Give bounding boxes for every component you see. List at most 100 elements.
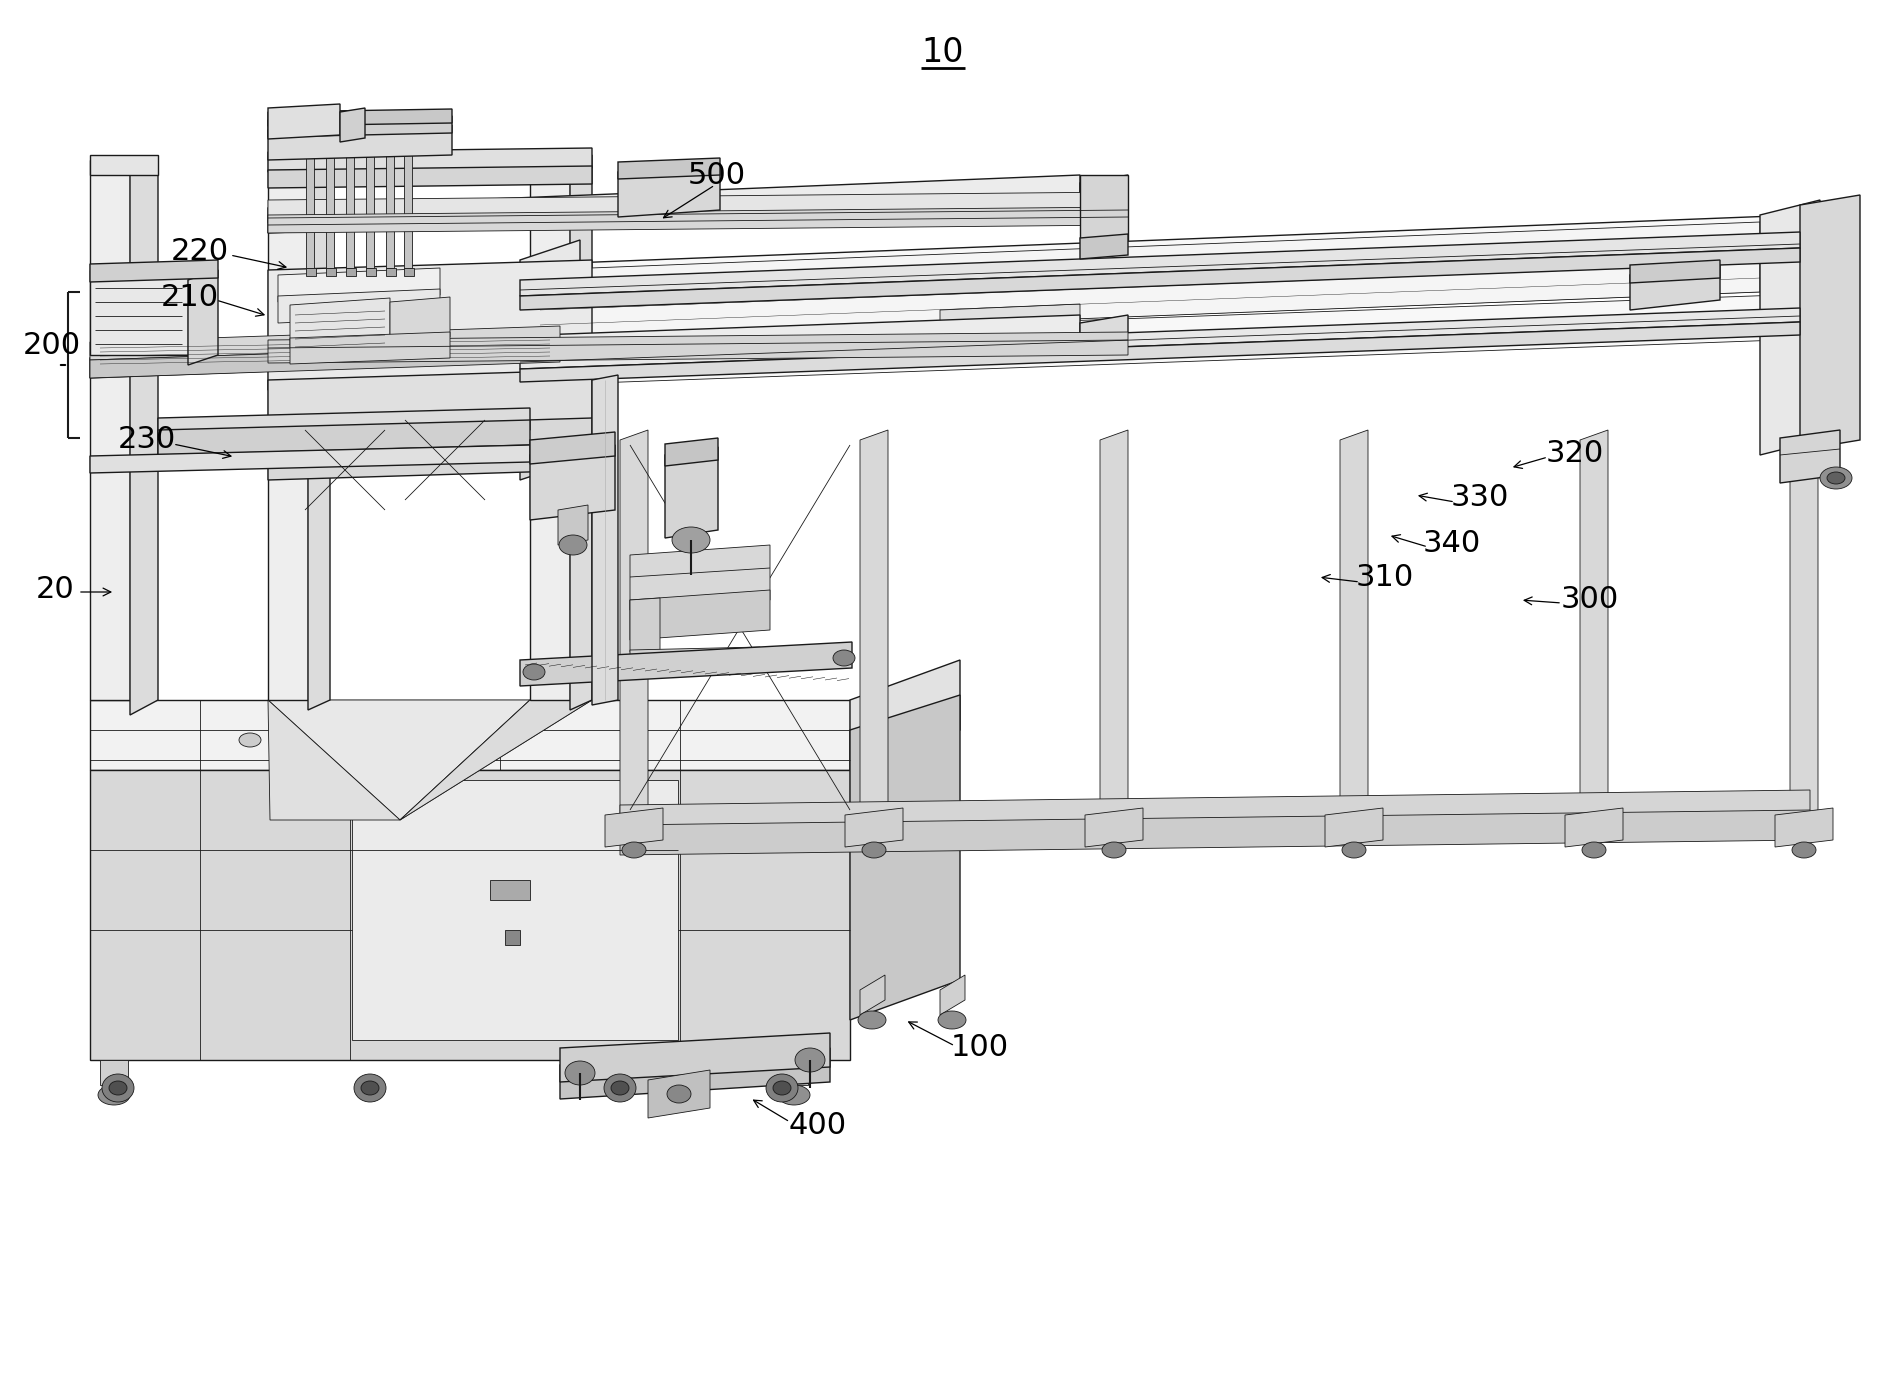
Polygon shape [860,976,885,1015]
Polygon shape [1799,195,1860,450]
Polygon shape [1565,808,1624,848]
Polygon shape [404,268,415,277]
Polygon shape [345,268,356,277]
Polygon shape [91,771,851,1060]
Polygon shape [1100,429,1128,820]
Polygon shape [1630,260,1720,283]
Polygon shape [619,158,720,179]
Polygon shape [366,268,375,277]
Polygon shape [268,175,1081,233]
Polygon shape [1081,234,1128,259]
Ellipse shape [109,1082,126,1095]
Polygon shape [630,599,660,652]
Polygon shape [91,326,560,361]
Polygon shape [268,116,453,138]
Polygon shape [666,438,719,466]
Polygon shape [268,206,1128,233]
Polygon shape [1790,429,1818,820]
Polygon shape [353,780,677,1040]
Polygon shape [306,135,313,268]
Polygon shape [630,647,760,665]
Text: 340: 340 [1422,528,1481,557]
Polygon shape [1326,808,1382,848]
Ellipse shape [937,1011,966,1029]
Polygon shape [781,1060,807,1086]
Polygon shape [560,340,600,370]
Polygon shape [268,332,1128,363]
Polygon shape [505,930,521,945]
Polygon shape [605,808,664,848]
Polygon shape [521,643,852,687]
Polygon shape [268,149,592,172]
Polygon shape [558,505,588,545]
Polygon shape [1780,429,1841,483]
Polygon shape [400,700,592,820]
Ellipse shape [1101,842,1126,859]
Polygon shape [521,233,1799,296]
Polygon shape [268,125,453,160]
Polygon shape [268,193,1128,223]
Polygon shape [560,1033,830,1082]
Ellipse shape [1820,466,1852,488]
Polygon shape [851,660,960,771]
Ellipse shape [355,1075,387,1102]
Ellipse shape [779,1086,809,1105]
Polygon shape [339,107,366,142]
Polygon shape [630,545,769,610]
Ellipse shape [522,665,545,680]
Ellipse shape [102,1075,134,1102]
Polygon shape [521,308,1799,369]
Polygon shape [268,418,592,480]
Polygon shape [189,270,219,365]
Polygon shape [91,260,219,282]
Polygon shape [290,299,390,347]
Text: 300: 300 [1562,586,1618,615]
Text: 320: 320 [1547,439,1605,468]
Ellipse shape [766,1075,798,1102]
Ellipse shape [668,1086,690,1104]
Ellipse shape [98,1086,130,1105]
Polygon shape [290,332,451,365]
Polygon shape [387,135,394,268]
Polygon shape [387,268,396,277]
Polygon shape [619,165,720,217]
Polygon shape [400,700,592,820]
Polygon shape [521,322,1799,383]
Polygon shape [860,429,888,820]
Ellipse shape [1582,842,1607,859]
Polygon shape [1630,266,1720,310]
Polygon shape [326,135,334,268]
Polygon shape [268,166,592,189]
Polygon shape [390,297,451,343]
Text: 330: 330 [1450,483,1509,512]
Polygon shape [530,155,570,700]
Polygon shape [277,289,439,323]
Polygon shape [530,444,615,520]
Ellipse shape [773,1082,790,1095]
Ellipse shape [611,1082,630,1095]
Polygon shape [620,790,1811,835]
Ellipse shape [566,1061,594,1086]
Polygon shape [268,315,1081,370]
Polygon shape [1339,429,1367,820]
Polygon shape [592,376,619,705]
Polygon shape [649,1071,709,1117]
Text: 230: 230 [117,425,175,454]
Ellipse shape [858,1011,886,1029]
Polygon shape [100,1060,128,1086]
Polygon shape [539,222,1760,340]
Polygon shape [1775,808,1833,848]
Polygon shape [91,160,130,700]
Text: 310: 310 [1356,564,1414,593]
Polygon shape [939,304,1081,326]
Polygon shape [277,268,439,301]
Ellipse shape [604,1075,636,1102]
Polygon shape [130,160,158,716]
Polygon shape [326,268,336,277]
Ellipse shape [558,535,587,555]
Polygon shape [1580,429,1609,820]
Polygon shape [521,215,1799,340]
Polygon shape [91,270,189,355]
Polygon shape [620,429,649,820]
Polygon shape [306,268,317,277]
